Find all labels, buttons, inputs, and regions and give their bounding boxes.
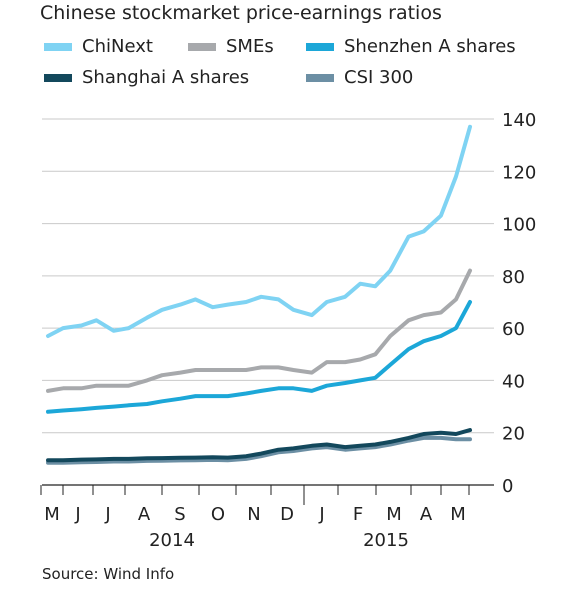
legend-swatch-smes <box>188 42 216 51</box>
year-label: 2014 <box>149 530 195 551</box>
legend-label-chinext: ChiNext <box>82 36 153 57</box>
x-tick-label: A <box>138 504 151 525</box>
y-tick-label: 140 <box>502 110 536 131</box>
x-tick-label: M <box>450 504 466 525</box>
legend-label-shanghai: Shanghai A shares <box>82 67 250 88</box>
x-tick-label: F <box>353 504 363 525</box>
y-tick-label: 120 <box>502 162 536 183</box>
series-line-csi300 <box>46 435 472 465</box>
legend-label-csi300: CSI 300 <box>344 67 414 88</box>
chart-title: Chinese stockmarket price-earnings ratio… <box>40 2 442 24</box>
y-tick-label: 0 <box>502 476 513 497</box>
legend-swatch-chinext <box>44 42 72 51</box>
legend-swatch-csi300 <box>306 73 334 82</box>
y-tick-label: 40 <box>502 371 525 392</box>
x-tick-label: M <box>386 504 402 525</box>
legend-item-shenzhen: Shenzhen A shares <box>306 36 516 57</box>
x-tick-label: J <box>74 504 80 525</box>
source-note: Source: Wind Info <box>42 565 175 583</box>
y-tick-label: 80 <box>502 267 525 288</box>
x-tick-label: M <box>44 504 60 525</box>
legend-item-chinext: ChiNext <box>44 36 153 57</box>
legend-swatch-shenzhen <box>306 42 334 51</box>
x-tick-label: J <box>104 504 110 525</box>
x-tick-label: N <box>247 504 260 525</box>
series-line-chinext <box>46 124 472 338</box>
y-tick-label: 20 <box>502 424 525 445</box>
legend-label-smes: SMEs <box>226 36 274 57</box>
year-label: 2015 <box>363 530 409 551</box>
y-tick-label: 60 <box>502 319 525 340</box>
series-line-smes <box>46 268 472 393</box>
x-tick-label: D <box>280 504 294 525</box>
x-tick-label: O <box>211 504 225 525</box>
y-tick-label: 100 <box>502 215 536 236</box>
legend-swatch-shanghai <box>44 73 72 82</box>
x-tick-label: S <box>174 504 185 525</box>
series-line-shanghai <box>46 428 472 463</box>
legend-label-shenzhen: Shenzhen A shares <box>344 36 516 57</box>
series-line-shenzhen <box>46 300 472 414</box>
legend-item-csi300: CSI 300 <box>306 67 413 88</box>
x-tick-label: A <box>420 504 433 525</box>
legend-item-smes: SMEs <box>188 36 274 57</box>
legend-item-shanghai: Shanghai A shares <box>44 67 249 88</box>
x-tick-label: J <box>318 504 324 525</box>
